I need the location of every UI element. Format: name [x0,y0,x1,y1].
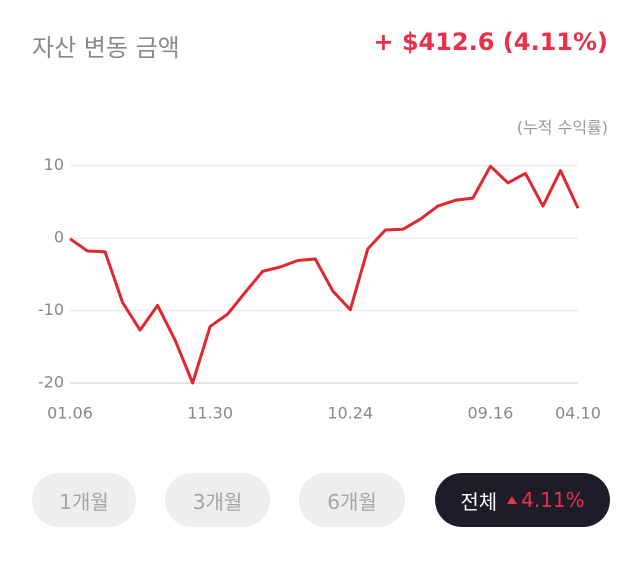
y-tick-label: 10 [44,155,64,174]
period-button[interactable]: 6개월 [299,473,405,527]
y-tick-label: 0 [54,228,64,247]
x-tick-label: 09.16 [468,404,514,423]
x-tick-label: 10.24 [327,404,373,423]
button-change: 4.11% [521,488,585,512]
x-tick-label: 01.06 [47,404,93,423]
x-tick-label: 04.10 [555,404,601,423]
button-label: 6개월 [327,489,377,514]
title: 자산 변동 금액 [32,34,180,62]
period-button[interactable]: 전체 4.11% [435,473,610,527]
button-label: 1개월 [59,489,109,514]
line [69,164,580,385]
y-tick-label: -10 [38,300,64,319]
unit-note: (누적 수익률) [516,118,608,137]
x-tick-label: 11.30 [187,404,233,423]
button-label: 전체 [460,489,498,514]
total-change: + $412.6 (4.11%) [373,28,608,56]
button-label: 3개월 [192,489,243,514]
up-triangle [507,496,518,504]
y-tick-label: -20 [38,373,64,392]
period-button[interactable]: 3개월 [165,473,270,527]
period-button[interactable]: 1개월 [32,473,136,527]
